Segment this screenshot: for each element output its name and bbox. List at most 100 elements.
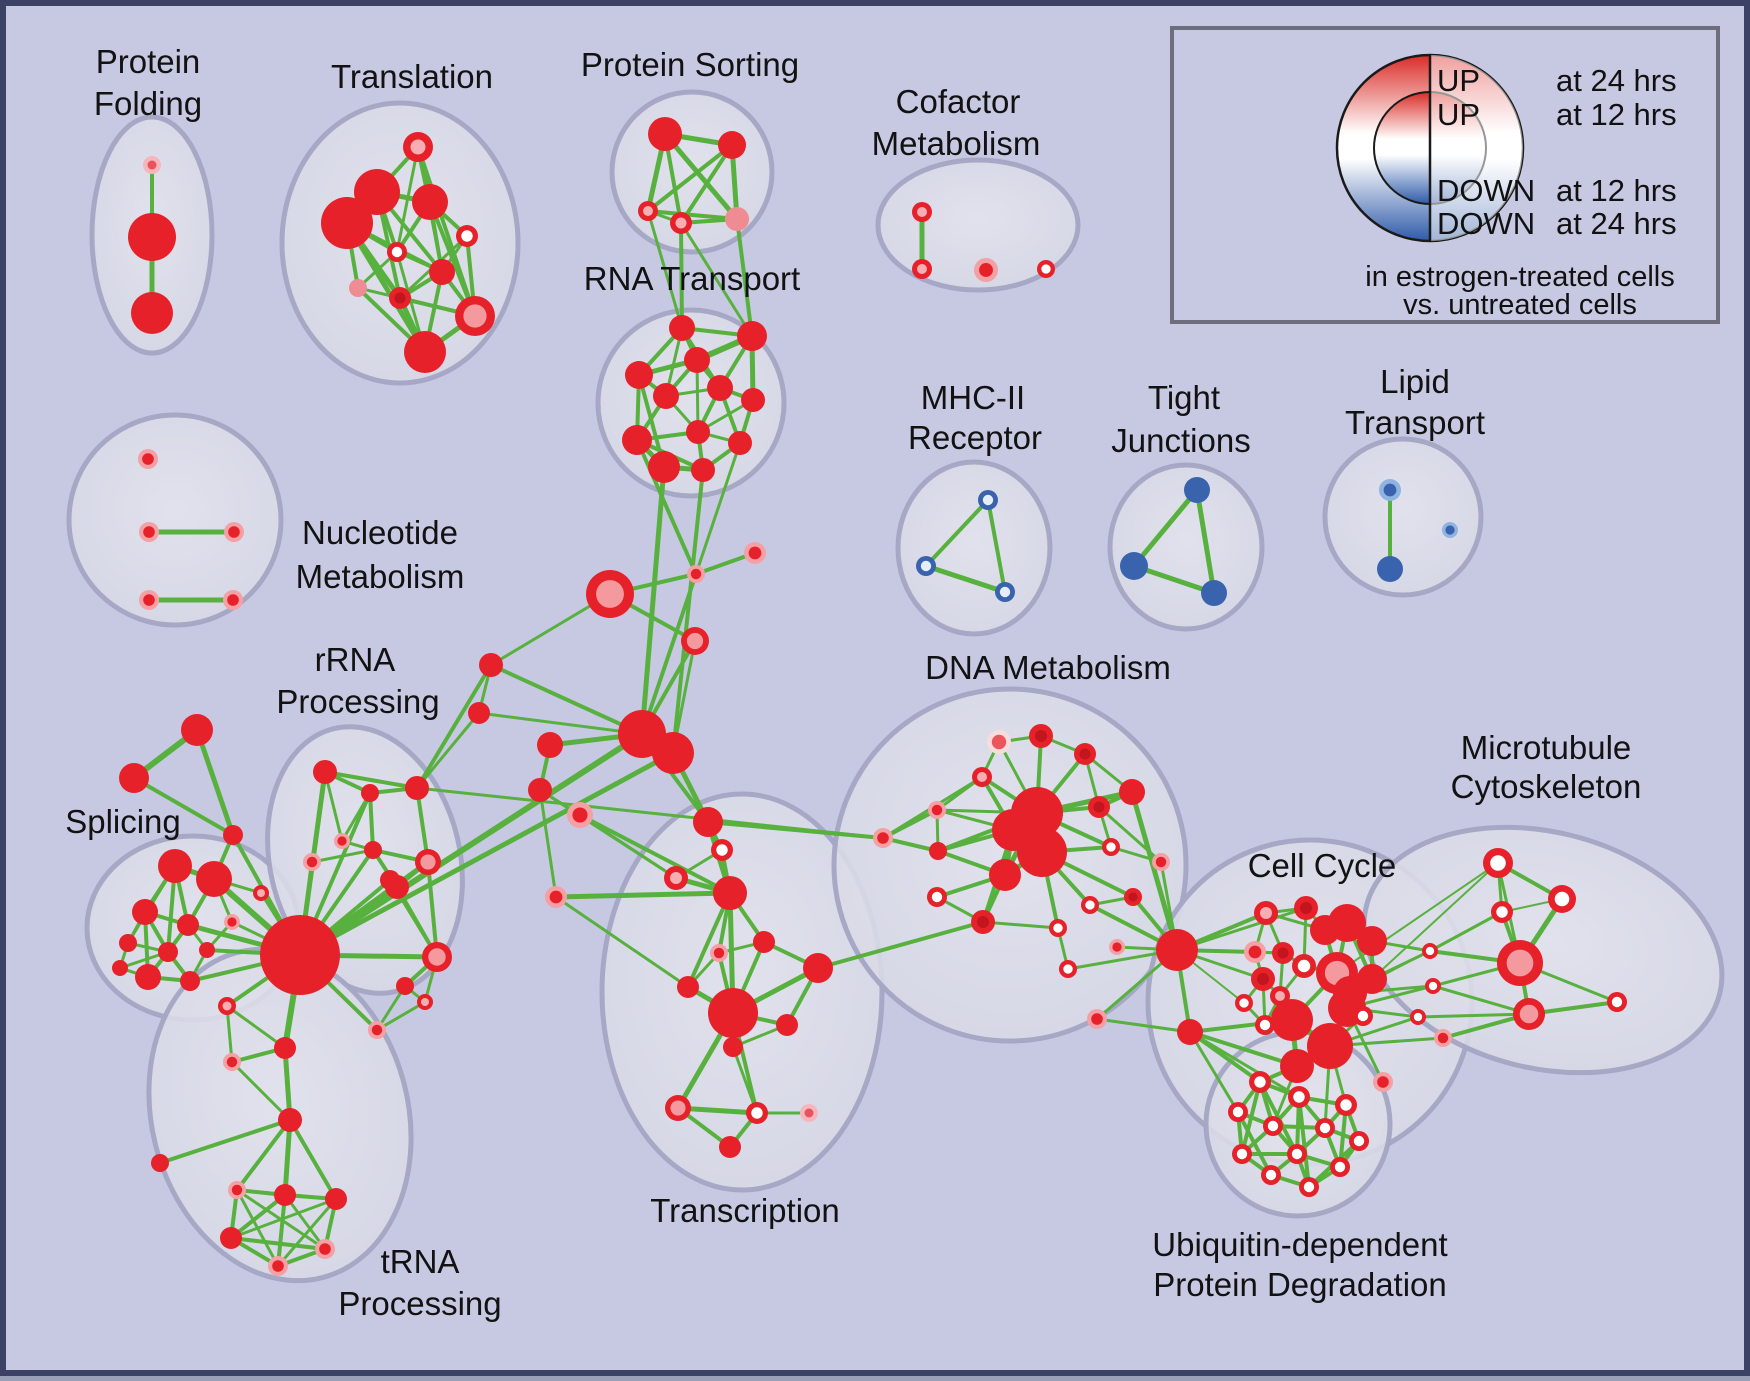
- network-edge: [1129, 789, 1180, 953]
- network-node-tx4: [545, 886, 567, 908]
- network-node-ub0: [1249, 1071, 1271, 1093]
- cluster-ellipse-cofactor-metabolism: [875, 157, 1081, 293]
- network-node-tx6: [753, 931, 775, 953]
- cluster-label-cofactor-metabolism: Metabolism: [872, 125, 1041, 162]
- network-node-rt6: [741, 388, 765, 412]
- network-node-t2: [223, 825, 243, 845]
- network-node-ub12: [1373, 1072, 1393, 1092]
- network-node-mc2: [1491, 901, 1513, 923]
- network-node-m1: [1425, 978, 1441, 994]
- legend-time-label: at 12 hrs: [1556, 97, 1677, 132]
- network-node-dm14: [1152, 853, 1170, 871]
- network-node-cc9: [1251, 967, 1275, 991]
- network-node-tr9: [455, 296, 495, 336]
- network-node-cm1: [912, 259, 932, 279]
- network-edge: [538, 788, 558, 899]
- network-node-rr8: [380, 870, 400, 890]
- network-edge: [1131, 563, 1217, 596]
- network-node-n490: [479, 653, 503, 677]
- network-edge: [679, 221, 754, 338]
- network-node-dm19: [1124, 888, 1142, 906]
- network-node-rr3: [334, 833, 350, 849]
- network-node-tr6: [429, 259, 455, 285]
- network-node-n480: [468, 702, 490, 724]
- network-node-lt2: [1442, 522, 1458, 538]
- network-node-dm4: [928, 801, 946, 819]
- cluster-label-rna-transport: RNA Transport: [584, 260, 800, 297]
- network-node-rr10: [396, 977, 414, 995]
- network-node-tx1: [711, 839, 733, 861]
- cluster-label-transcription: Transcription: [650, 1192, 840, 1229]
- legend-time-label: at 24 hrs: [1556, 63, 1677, 98]
- network-node-dm13: [1102, 838, 1120, 856]
- cluster-label-microtubule-cytoskeleton: Cytoskeleton: [1451, 768, 1642, 805]
- network-node-tr4: [456, 225, 478, 247]
- network-edge: [640, 572, 698, 736]
- network-node-c3: [681, 627, 709, 655]
- legend-footer-text: in estrogen-treated cells: [1365, 261, 1675, 293]
- network-edge: [477, 711, 644, 736]
- network-node-rt7: [686, 420, 710, 444]
- network-edge: [706, 820, 885, 840]
- network-edge: [671, 468, 705, 755]
- network-edge: [924, 498, 990, 568]
- network-node-tn5: [228, 1181, 246, 1199]
- network-node-pf0: [143, 156, 161, 174]
- network-node-tr10: [404, 331, 446, 373]
- network-edge: [1095, 1017, 1192, 1034]
- network-node-tn9: [315, 1239, 335, 1259]
- network-node-cm3: [1037, 260, 1055, 278]
- network-edge: [679, 221, 684, 330]
- network-node-cm2: [974, 258, 998, 282]
- network-node-tr5: [387, 242, 407, 262]
- network-edge: [816, 920, 985, 970]
- network-node-mh1: [916, 556, 936, 576]
- network-node-tx8: [803, 953, 833, 983]
- network-edge: [276, 1193, 287, 1268]
- network-node-mc1: [1548, 885, 1576, 913]
- network-node-dm6: [929, 842, 947, 860]
- network-node-c0: [687, 565, 705, 583]
- network-node-tx3: [713, 876, 747, 910]
- network-node-dm15: [927, 887, 947, 907]
- network-node-rt4: [653, 383, 679, 409]
- network-node-tr2: [321, 197, 373, 249]
- network-node-tr1: [354, 169, 400, 215]
- network-node-tn4: [151, 1154, 169, 1172]
- network-node-nm0: [138, 449, 158, 469]
- network-node-rt3: [625, 361, 653, 389]
- network-node-c2: [586, 570, 634, 618]
- network-node-sp11: [253, 885, 269, 901]
- cluster-label-protein-folding: Protein: [96, 43, 201, 80]
- cluster-label-splicing: Splicing: [65, 803, 181, 840]
- network-node-tx11: [723, 1037, 743, 1057]
- network-edge: [639, 464, 667, 737]
- network-edge: [282, 1045, 293, 1123]
- cluster-label-tight-junctions: Tight: [1148, 379, 1220, 416]
- cluster-label-nucleotide-metabolism: Metabolism: [296, 558, 465, 595]
- network-node-mh2: [995, 582, 1015, 602]
- network-node-tx0: [693, 807, 723, 837]
- network-node-sp0: [158, 849, 192, 883]
- network-node-sp1: [196, 861, 232, 897]
- network-edge: [283, 1193, 327, 1251]
- network-edge: [288, 1118, 338, 1201]
- network-node-cc11: [1235, 994, 1253, 1012]
- legend-time-label: at 24 hrs: [1556, 206, 1677, 241]
- network-node-cc14: [1357, 964, 1387, 994]
- network-node-ps3: [670, 212, 692, 234]
- network-node-tn10: [268, 1256, 288, 1276]
- cluster-label-rrna-processing: rRNA: [315, 641, 396, 678]
- network-edge: [646, 209, 739, 221]
- network-node-rt9: [728, 431, 752, 455]
- network-node-tr8: [389, 287, 411, 309]
- network-node-ub9: [1330, 1157, 1350, 1177]
- network-edge: [686, 891, 732, 989]
- network-node-ub7: [1232, 1144, 1252, 1164]
- network-edge: [229, 1236, 327, 1251]
- network-node-ps0: [648, 117, 682, 151]
- network-edge: [415, 663, 493, 790]
- legend-direction-label: DOWN: [1437, 173, 1535, 208]
- network-node-rr12: [368, 1021, 386, 1039]
